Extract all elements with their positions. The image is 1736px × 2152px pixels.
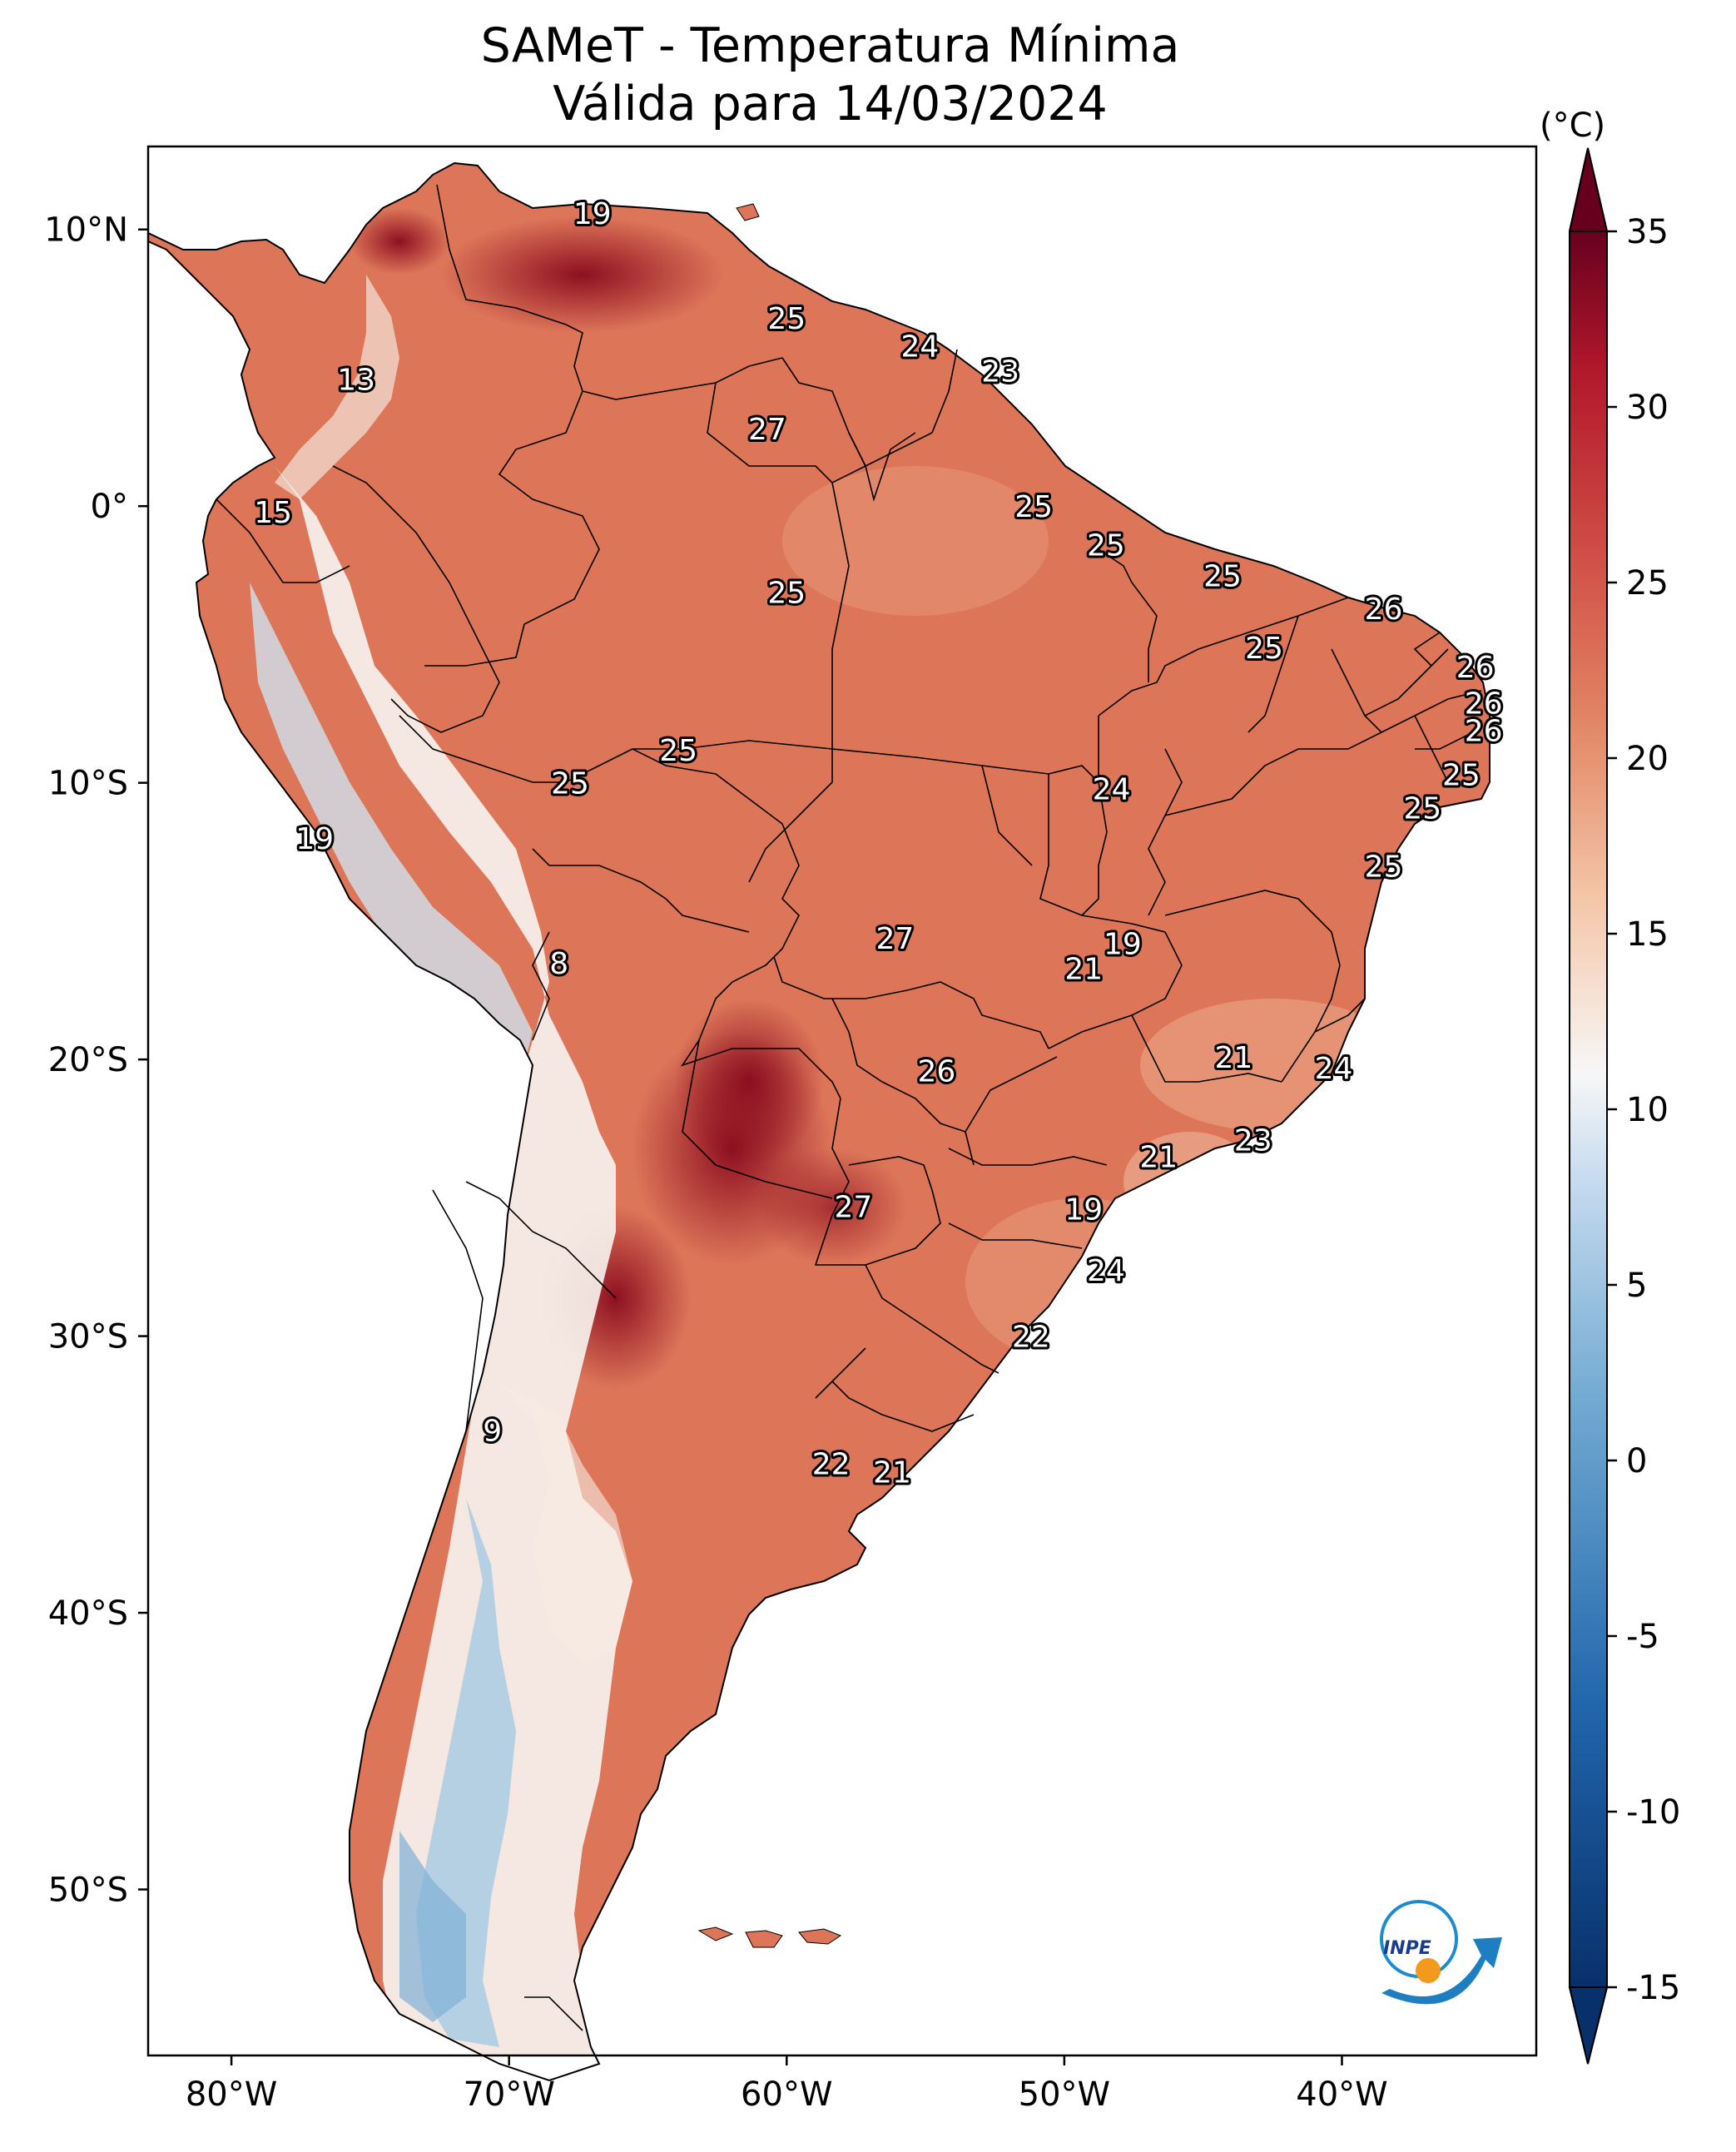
colorbar-tick-label: 15 [1626,915,1669,954]
y-tick-label: 20°S [48,1041,128,1079]
colorbar-tick-label: 5 [1626,1267,1647,1305]
map-title: SAMeT - Temperatura Mínima [480,18,1180,73]
y-axis-ticks [138,228,148,1891]
colorbar: -15 -10 -5 0 5 10 15 20 25 30 35 [1568,147,1680,2065]
colorbar-tick-label: -15 [1626,1969,1680,2007]
station-value: 25 [551,767,589,801]
colorbar-tick-label: 0 [1626,1442,1647,1480]
political-borders [216,184,1482,2031]
x-tick-label: 60°W [741,2075,832,2114]
y-axis-labels: 10°N 0° 10°S 20°S 30°S 40°S 50°S [44,211,128,1910]
station-value: 24 [901,330,940,364]
station-value: 21 [1214,1041,1252,1075]
station-value: 24 [1087,1254,1125,1288]
station-value: 26 [1465,687,1503,721]
station-value: 23 [1234,1124,1272,1158]
x-axis-labels: 80°W 70°W 60°W 50°W 40°W [186,2075,1388,2114]
station-value: 26 [1365,593,1403,627]
station-value: 27 [875,922,914,956]
station-value: 25 [1087,529,1125,563]
station-value: 25 [1245,632,1283,666]
x-tick-label: 50°W [1019,2075,1110,2114]
station-value: 25 [1365,850,1403,884]
station-value: 22 [1012,1321,1050,1355]
station-value: 24 [1315,1052,1353,1086]
colorbar-tick-label: -10 [1626,1793,1680,1832]
colorbar-ticks: -15 -10 -5 0 5 10 15 20 25 30 35 [1607,213,1680,2007]
colorbar-max-extend [1568,147,1609,232]
station-value: 21 [1064,952,1103,986]
station-value: 8 [549,947,568,981]
colorbar-tick-label: 35 [1626,213,1669,251]
y-tick-label: 10°N [44,211,128,250]
station-value: 27 [834,1190,872,1224]
station-value: 25 [1403,792,1441,826]
y-tick-label: 10°S [48,765,128,803]
station-value: 26 [1465,714,1503,748]
station-value: 22 [812,1448,851,1482]
station-value: 26 [1456,651,1495,685]
y-tick-label: 50°S [48,1872,128,1910]
y-tick-label: 30°S [48,1318,128,1356]
station-value: 25 [659,734,697,768]
station-value: 25 [767,302,806,336]
map-subtitle: Válida para 14/03/2024 [553,77,1108,131]
station-value: 19 [295,822,334,856]
y-tick-label: 0° [91,488,128,526]
colorbar-tick-label: 30 [1626,389,1669,427]
sun-icon [1416,1958,1441,1983]
x-tick-label: 80°W [186,2075,277,2114]
station-value: 25 [1203,559,1242,593]
station-value: 23 [981,355,1019,389]
station-value: 25 [767,576,806,610]
station-value: 13 [337,363,375,397]
map-frame [146,145,1538,2057]
islands [697,203,842,1948]
station-value: 21 [873,1456,911,1490]
y-tick-label: 40°S [48,1594,128,1633]
inpe-logo: INPE [1380,1900,1502,2005]
station-value: 19 [1104,927,1142,961]
colorbar-tick-label: -5 [1626,1618,1659,1656]
colorbar-unit: (°C) [1540,107,1606,145]
colorbar-tick-label: 10 [1626,1091,1669,1129]
station-value: 24 [1093,772,1131,806]
station-value: 26 [918,1054,956,1088]
x-tick-label: 40°W [1296,2075,1387,2114]
colorbar-gradient [1570,231,1607,1987]
station-value: 25 [1442,759,1481,793]
station-values: 1913152524232725252525252626262625252524… [251,195,1505,1493]
x-tick-label: 70°W [463,2075,554,2114]
station-value: 19 [573,197,612,231]
logo-text: INPE [1383,1938,1431,1959]
colorbar-tick-label: 20 [1626,740,1669,778]
station-value: 25 [1014,490,1053,524]
colorbar-min-extend [1568,1986,1609,2065]
x-axis-ticks [230,2055,1343,2065]
station-value: 21 [1139,1140,1178,1174]
station-value: 9 [483,1415,502,1449]
station-value: 15 [254,496,292,530]
arrow-icon [1381,1937,1502,2005]
station-value: 19 [1064,1193,1103,1227]
colorbar-tick-label: 25 [1626,564,1669,602]
station-value: 27 [748,413,786,447]
